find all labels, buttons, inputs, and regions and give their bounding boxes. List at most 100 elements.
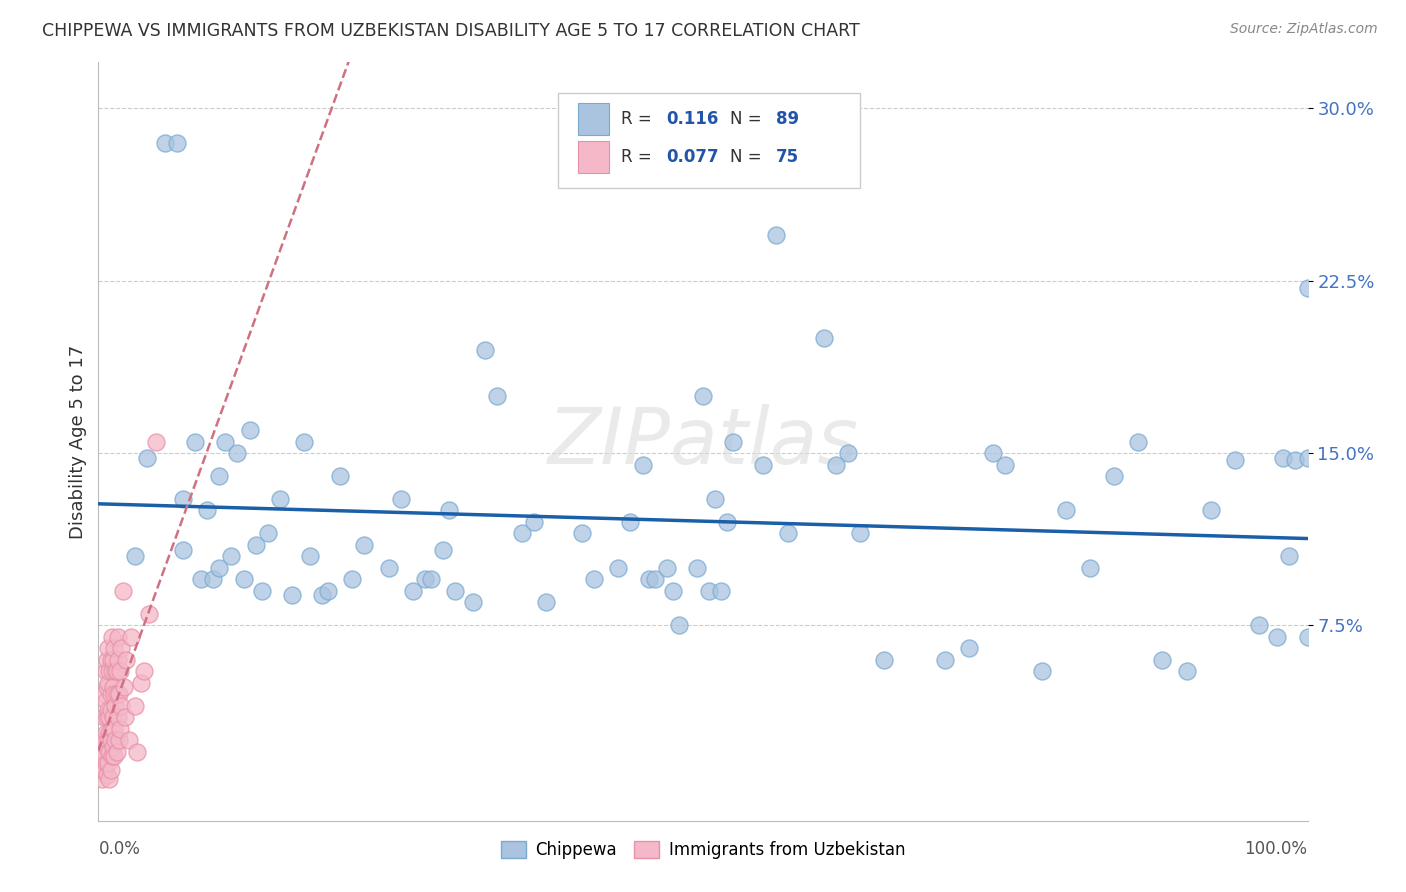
Point <box>534 595 557 609</box>
Point <box>208 469 231 483</box>
Point <box>994 458 1017 472</box>
Point <box>103 641 125 656</box>
Point <box>316 583 339 598</box>
Point <box>110 641 132 656</box>
Point <box>105 665 128 679</box>
Point <box>134 665 156 679</box>
Point <box>437 503 460 517</box>
Point <box>1199 503 1222 517</box>
Point <box>299 549 322 564</box>
Point <box>98 710 121 724</box>
Point <box>1278 549 1301 564</box>
Text: 0.0%: 0.0% <box>98 839 141 857</box>
Point <box>96 710 118 724</box>
Point <box>100 733 122 747</box>
Text: R =: R = <box>621 148 651 166</box>
Point <box>716 515 738 529</box>
Point <box>486 388 509 402</box>
Point <box>98 745 121 759</box>
Point <box>112 681 135 695</box>
Point <box>120 630 142 644</box>
Text: 0.116: 0.116 <box>666 111 718 128</box>
Text: N =: N = <box>730 111 761 128</box>
Point <box>655 561 678 575</box>
Point <box>474 343 496 357</box>
Point <box>107 710 129 724</box>
Point <box>96 681 118 695</box>
Point <box>510 526 533 541</box>
Point <box>94 726 117 740</box>
Y-axis label: Disability Age 5 to 17: Disability Age 5 to 17 <box>69 344 87 539</box>
Text: 75: 75 <box>776 148 799 166</box>
Text: CHIPPEWA VS IMMIGRANTS FROM UZBEKISTAN DISABILITY AGE 5 TO 17 CORRELATION CHART: CHIPPEWA VS IMMIGRANTS FROM UZBEKISTAN D… <box>42 22 860 40</box>
Point <box>825 458 848 472</box>
Point <box>110 698 132 713</box>
Point <box>184 434 207 449</box>
Text: ZIPatlas: ZIPatlas <box>547 403 859 480</box>
Point <box>607 561 630 575</box>
Point <box>1175 665 1198 679</box>
Point <box>97 756 120 771</box>
Point <box>202 573 225 587</box>
Point <box>571 526 593 541</box>
Point <box>103 722 125 736</box>
Point <box>138 607 160 621</box>
Point <box>124 549 146 564</box>
Point <box>239 423 262 437</box>
Point <box>463 595 485 609</box>
Point <box>172 542 194 557</box>
Point <box>704 491 727 506</box>
Point <box>723 434 745 449</box>
Point <box>104 665 127 679</box>
Point <box>226 446 249 460</box>
Legend: Chippewa, Immigrants from Uzbekistan: Chippewa, Immigrants from Uzbekistan <box>494 834 912 865</box>
Point <box>934 653 956 667</box>
Point <box>957 641 980 656</box>
Point <box>311 589 333 603</box>
Point <box>214 434 236 449</box>
Point <box>98 665 121 679</box>
Point <box>873 653 896 667</box>
Point <box>97 703 120 717</box>
Point <box>105 745 128 759</box>
Point <box>94 694 117 708</box>
Point <box>166 136 188 150</box>
Point <box>107 630 129 644</box>
Point <box>91 733 114 747</box>
Text: N =: N = <box>730 148 761 166</box>
Point <box>100 763 122 777</box>
Point <box>637 573 659 587</box>
Point <box>135 450 157 465</box>
Point <box>100 653 122 667</box>
Point <box>1284 453 1306 467</box>
Point <box>93 763 115 777</box>
Point <box>93 733 115 747</box>
Point <box>1031 665 1053 679</box>
Point <box>697 583 720 598</box>
Point <box>100 687 122 701</box>
Point <box>118 733 141 747</box>
Point <box>1128 434 1150 449</box>
Point <box>96 653 118 667</box>
Point <box>93 749 115 764</box>
Point <box>107 653 129 667</box>
Point <box>91 763 114 777</box>
Point <box>190 573 212 587</box>
Point <box>108 665 131 679</box>
Point <box>100 703 122 717</box>
FancyBboxPatch shape <box>558 93 860 187</box>
Point <box>631 458 654 472</box>
Point <box>104 733 127 747</box>
Point <box>97 733 120 747</box>
Point <box>124 698 146 713</box>
Point <box>444 583 467 598</box>
Point <box>91 749 114 764</box>
Point <box>96 767 118 781</box>
Point <box>402 583 425 598</box>
Point <box>90 745 112 759</box>
Point <box>93 687 115 701</box>
Text: 100.0%: 100.0% <box>1244 839 1308 857</box>
Point <box>94 665 117 679</box>
Point <box>432 542 454 557</box>
Point <box>981 446 1004 460</box>
